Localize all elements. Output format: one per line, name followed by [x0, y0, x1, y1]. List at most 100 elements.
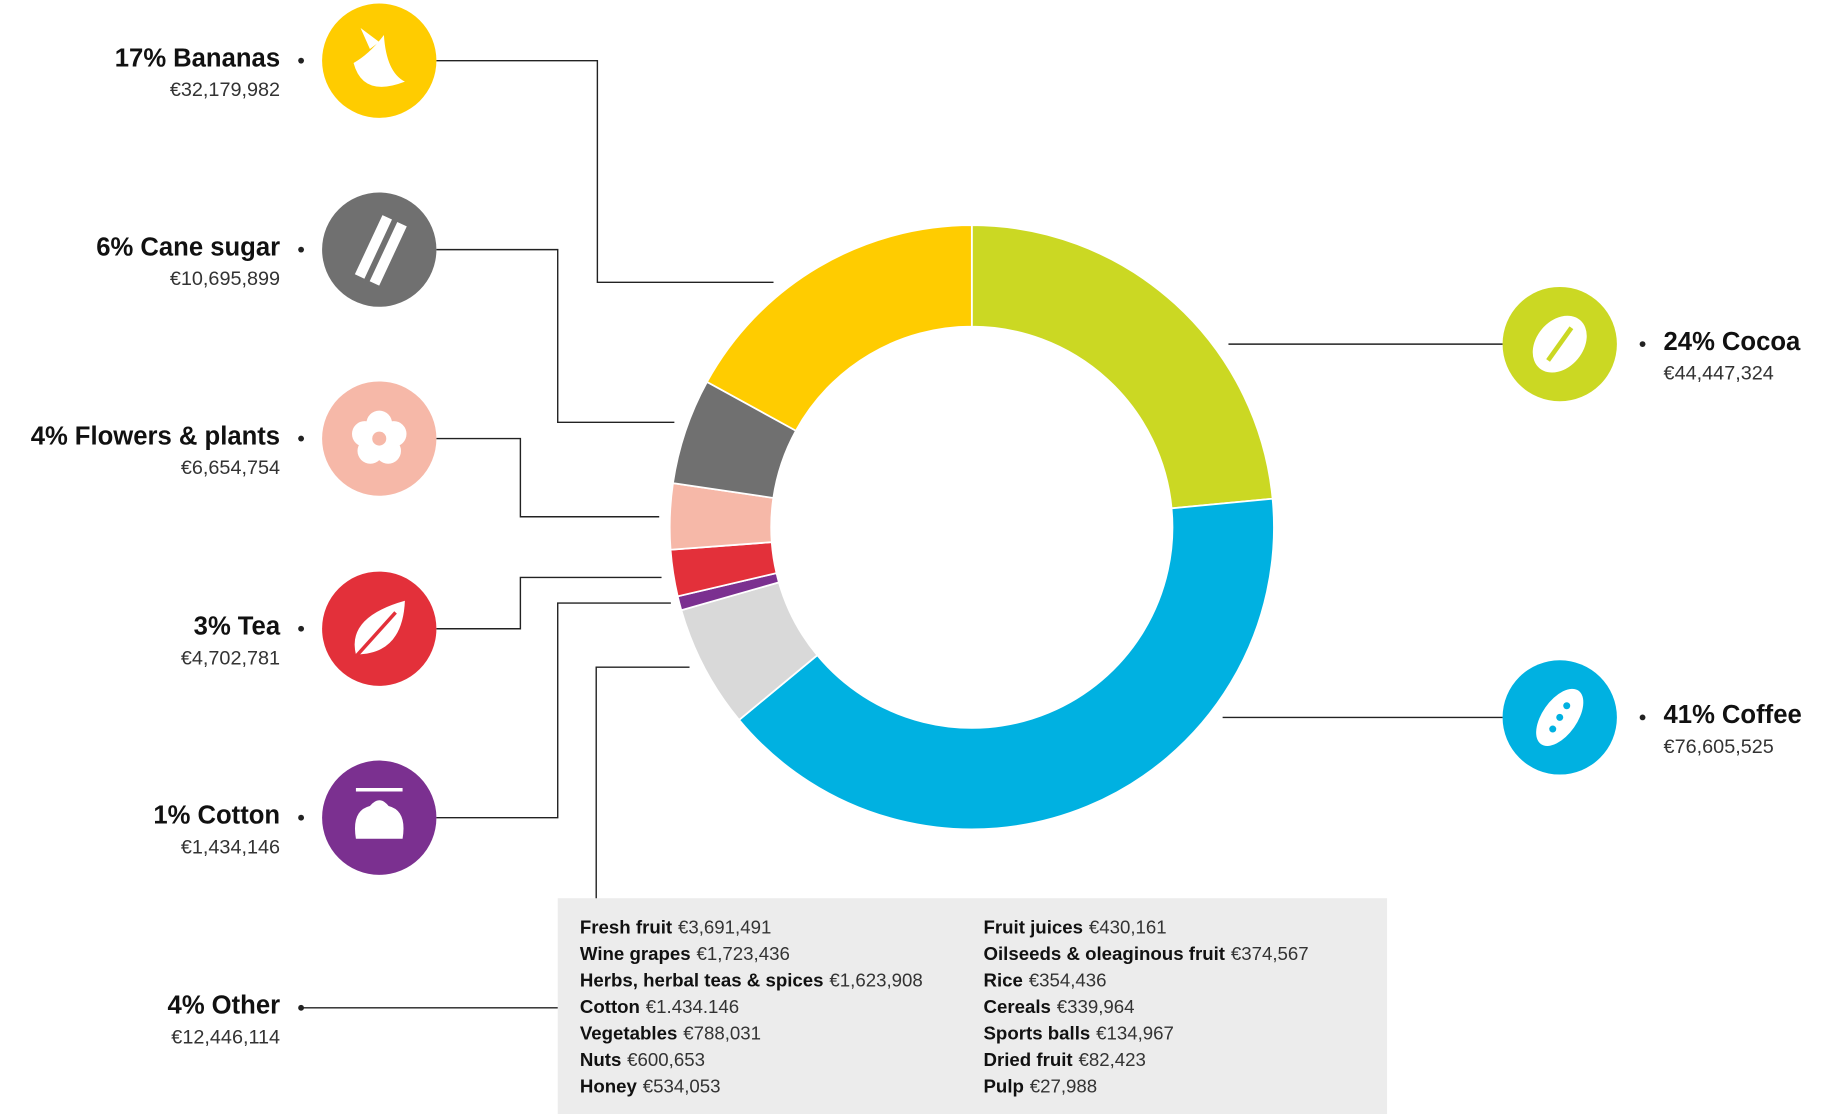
- breakdown-item: Herbs, herbal teas & spices €1,623,908: [580, 969, 923, 990]
- category-label: 6% Cane sugar: [96, 233, 280, 261]
- percent-label: 4%: [31, 422, 68, 450]
- breakdown-item: Cereals €339,964: [983, 996, 1134, 1017]
- value-label: €4,702,781: [181, 647, 280, 669]
- category-label: 41% Coffee: [1664, 701, 1802, 729]
- connector-dot: [298, 814, 305, 821]
- breakdown-item: Dried fruit €82,423: [983, 1049, 1145, 1070]
- category-name: Other: [212, 991, 280, 1019]
- icon-glyph: [351, 421, 378, 447]
- value-label: €44,447,324: [1664, 363, 1774, 385]
- breakdown-item: Rice €354,436: [983, 969, 1106, 990]
- connector-dot: [298, 625, 305, 632]
- value-label: €6,654,754: [181, 457, 280, 479]
- percent-label: 1%: [153, 801, 190, 829]
- breakdown-item: Sports balls €134,967: [983, 1022, 1173, 1043]
- breakdown-name: Wine grapes: [580, 943, 691, 964]
- donut-slice: [705, 224, 973, 432]
- breakdown-item: Oilseeds & oleaginous fruit €374,567: [983, 943, 1308, 964]
- icon-glyph: [369, 221, 407, 286]
- connector-line: [436, 437, 660, 518]
- category-label: 4% Flowers & plants: [31, 422, 280, 450]
- category-name: Cocoa: [1722, 328, 1801, 356]
- breakdown-name: Oilseeds & oleaginous fruit: [983, 943, 1225, 964]
- breakdown-amount: €339,964: [1057, 996, 1135, 1017]
- category-name: Flowers & plants: [75, 422, 280, 450]
- percent-label: 17%: [115, 44, 167, 72]
- breakdown-amount: €430,161: [1089, 916, 1167, 937]
- icon-glyph: [360, 27, 380, 49]
- breakdown-name: Fresh fruit: [580, 916, 672, 937]
- category-icon: [322, 192, 437, 307]
- connector-dot: [1639, 341, 1646, 348]
- breakdown-name: Vegetables: [580, 1022, 677, 1043]
- connector-line: [301, 666, 690, 1009]
- value-label: €76,605,525: [1664, 736, 1774, 758]
- breakdown-name: Cotton: [580, 996, 640, 1017]
- donut-slice: [737, 497, 1275, 831]
- breakdown-amount: €82,423: [1078, 1049, 1145, 1070]
- breakdown-amount: €3,691,491: [678, 916, 771, 937]
- connector-dot: [298, 246, 305, 253]
- category-name: Coffee: [1722, 701, 1802, 729]
- breakdown-name: Pulp: [983, 1075, 1023, 1096]
- breakdown-amount: €534,053: [643, 1075, 721, 1096]
- breakdown-item: Wine grapes €1,723,436: [580, 943, 790, 964]
- breakdown-name: Sports balls: [983, 1022, 1090, 1043]
- breakdown-name: Nuts: [580, 1049, 621, 1070]
- breakdown-item: Cotton €1.434.146: [580, 996, 739, 1017]
- category-name: Bananas: [173, 44, 280, 72]
- connector-dot: [298, 435, 305, 442]
- breakdown-amount: €27,988: [1030, 1075, 1097, 1096]
- other-box: [557, 898, 1388, 1114]
- category-name: Cotton: [197, 801, 280, 829]
- icon-glyph: [354, 800, 404, 839]
- value-label: €32,179,982: [170, 79, 280, 101]
- connector-dot: [298, 1004, 305, 1011]
- percent-label: 3%: [194, 612, 231, 640]
- icon-glyph: [1546, 326, 1574, 362]
- breakdown-item: Fruit juices €430,161: [983, 916, 1166, 937]
- connector-line: [436, 576, 662, 630]
- connector-dot: [1639, 714, 1646, 721]
- breakdown-amount: €354,436: [1029, 969, 1107, 990]
- category-label: 17% Bananas: [115, 44, 280, 72]
- donut-slice: [970, 224, 1274, 510]
- icon-glyph: [353, 34, 405, 87]
- connector-line: [436, 248, 675, 423]
- icon-glyph: [354, 215, 392, 279]
- breakdown-name: Cereals: [983, 996, 1050, 1017]
- breakdown-amount: €600,653: [627, 1049, 705, 1070]
- category-name: Cane sugar: [140, 233, 280, 261]
- percent-label: 41%: [1664, 701, 1716, 729]
- breakdown-amount: €134,967: [1096, 1022, 1174, 1043]
- breakdown-amount: €788,031: [683, 1022, 761, 1043]
- breakdown-item: Fresh fruit €3,691,491: [580, 916, 771, 937]
- breakdown-item: Pulp €27,988: [983, 1075, 1097, 1096]
- category-label: 24% Cocoa: [1664, 328, 1801, 356]
- breakdown-amount: €1.434.146: [646, 996, 739, 1017]
- percent-label: 6%: [96, 233, 133, 261]
- value-label: €10,695,899: [170, 268, 280, 290]
- breakdown-name: Herbs, herbal teas & spices: [580, 969, 824, 990]
- breakdown-item: Honey €534,053: [580, 1075, 721, 1096]
- percent-label: 4%: [168, 991, 205, 1019]
- connector-dot: [298, 57, 305, 64]
- icon-glyph: [1549, 725, 1557, 733]
- category-name: Tea: [238, 612, 281, 640]
- category-label: 4% Other: [168, 991, 281, 1019]
- connector-line: [436, 602, 671, 819]
- breakdown-name: Rice: [983, 969, 1022, 990]
- icon-glyph: [1556, 713, 1564, 721]
- breakdown-amount: €1,723,436: [696, 943, 789, 964]
- breakdown-item: Vegetables €788,031: [580, 1022, 761, 1043]
- value-label: €12,446,114: [171, 1026, 280, 1048]
- icon-glyph: [372, 431, 387, 446]
- category-label: 3% Tea: [194, 612, 281, 640]
- breakdown-name: Dried fruit: [983, 1049, 1072, 1070]
- icon-glyph: [352, 611, 397, 661]
- connector-line: [436, 59, 774, 283]
- percent-label: 24%: [1664, 328, 1716, 356]
- value-label: €1,434,146: [181, 836, 280, 858]
